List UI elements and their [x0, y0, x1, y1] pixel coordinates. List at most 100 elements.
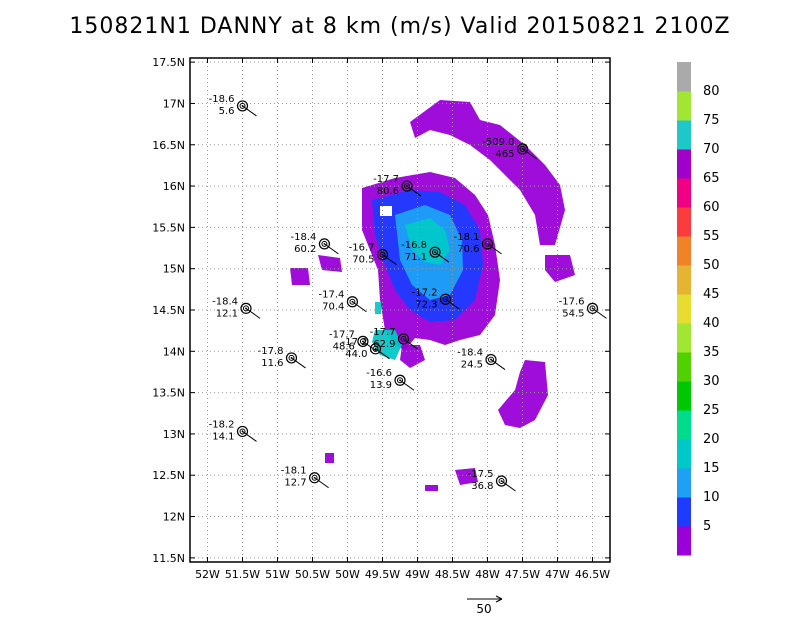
wind-barb: [434, 251, 450, 263]
station-temp-label: -17.6: [559, 296, 585, 307]
shade-region-6: [400, 345, 425, 368]
station: -16.871.1: [401, 240, 450, 263]
colorbar-swatch: [677, 323, 691, 353]
colorbar-swatch: [677, 526, 691, 556]
colorbar-swatch: [677, 91, 691, 121]
station-inner-ring: [372, 345, 379, 352]
station-speed-label: 12.7: [284, 478, 306, 489]
station-speed-label: 12.1: [216, 308, 238, 319]
vector-scale: 50: [467, 595, 503, 616]
y-tick-label: 13.5N: [152, 387, 185, 400]
station-inner-ring: [432, 249, 438, 256]
station-temp-label: -17.2: [412, 287, 438, 298]
x-tick-label: 47W: [545, 568, 570, 581]
station-ring: [429, 246, 441, 258]
station-temp-label: -17.7: [370, 327, 396, 338]
colorbar-label: 65: [703, 171, 720, 186]
station-inner-ring: [400, 335, 407, 342]
colorbar-label: 5: [703, 519, 711, 534]
station-ring: [236, 425, 249, 438]
colorbar-label: 60: [703, 200, 720, 215]
station-inner-ring: [498, 478, 505, 485]
shade-region-12: [425, 485, 438, 491]
station-temp-label: -18.2: [209, 419, 235, 430]
colorbar-swatch: [677, 381, 691, 411]
shade-region-11: [455, 468, 478, 485]
station-inner-ring: [288, 354, 295, 361]
station-temp-label: -18.4: [291, 232, 317, 243]
shade-region-7: [318, 255, 342, 272]
station-speed-label: 70.4: [322, 302, 344, 313]
station-inner-ring: [484, 240, 491, 247]
station-temp-label: -17.4: [319, 290, 345, 301]
station-speed-label: 70.6: [457, 244, 479, 255]
colorbar-swatch: [677, 265, 691, 295]
colorbar-label: 70: [703, 142, 720, 157]
colorbar-swatch: [677, 149, 691, 179]
y-tick-label: 12.5N: [152, 469, 185, 482]
colorbar-swatch: [677, 62, 691, 92]
station-inner-ring: [442, 296, 449, 303]
station-speed-label: 62.9: [373, 339, 395, 350]
wind-barb: [314, 477, 329, 489]
station-temp-label: -18.1: [454, 232, 480, 243]
station-speed-label: 72.3: [415, 299, 437, 310]
colorbar-label: 45: [703, 287, 720, 302]
x-tick-label: 48.5W: [435, 568, 470, 581]
colorbar-label: 35: [703, 345, 720, 360]
y-tick-label: 16N: [163, 180, 185, 193]
station-ring: [516, 143, 529, 155]
station-ring: [357, 335, 369, 347]
x-tick-label: 50.5W: [295, 568, 330, 581]
colorbar-swatch: [677, 497, 691, 527]
y-tick-label: 15N: [163, 263, 185, 276]
wind-barb: [245, 307, 261, 319]
station-inner-ring: [311, 474, 318, 481]
x-tick-label: 51W: [265, 568, 290, 581]
station-temp-label: -17.8: [258, 346, 284, 357]
y-tick-label: 15.5N: [152, 221, 185, 234]
axes-frame: 52W 51.5W 51W 50.5W 50W 49.5W 49W 48.5W 48W 47.5W…: [152, 56, 611, 581]
station-ring: [481, 238, 494, 250]
y-tick-label: 17N: [163, 97, 185, 110]
colorbar-label: 20: [703, 432, 720, 447]
x-tick-label: 50W: [335, 568, 360, 581]
station: -17.470.4: [319, 290, 367, 313]
wind-barb: [399, 379, 415, 391]
station: -17.272.3: [412, 287, 460, 310]
station-temp-label: -18.6: [209, 94, 235, 105]
map-title: 150821N1 DANNY at 8 km (m/s) Valid 20150…: [69, 14, 731, 39]
station-temp-label: -16.8: [401, 240, 427, 251]
station: -17.244.0: [342, 337, 390, 360]
station-ring: [369, 343, 382, 355]
shade-region-9: [545, 255, 575, 282]
station-ring: [394, 374, 406, 386]
station-inner-ring: [239, 428, 246, 435]
wind-barb: [592, 307, 607, 319]
station-inner-ring: [379, 251, 386, 258]
station-speed-label: 54.5: [562, 308, 584, 319]
station-temp-label: -18.4: [457, 348, 483, 359]
wind-barb: [382, 254, 397, 266]
shade-region-0: [410, 100, 565, 245]
station: -18.424.5: [457, 348, 506, 371]
station-ring: [236, 100, 249, 112]
wind-barb: [403, 338, 418, 350]
wind-barb: [490, 359, 506, 370]
x-tick-label: 46.5W: [575, 568, 610, 581]
station-temp-label: -17.2: [342, 337, 368, 348]
station-temp-label: -18.4: [212, 296, 238, 307]
y-tick-label: 17.5N: [152, 56, 185, 69]
station-ring: [401, 180, 413, 192]
station: -17.654.5: [559, 296, 607, 319]
colorbar: 5 10 15 20 25 30 35 40 45 50 55 60 65 70 75 80: [677, 62, 720, 556]
wind-barb: [242, 431, 257, 442]
station-speed-label: 36.8: [471, 481, 493, 492]
shade-region-4: [405, 218, 450, 265]
y-tick-label: 11.5N: [152, 552, 185, 565]
station-speed-label: 11.6: [261, 358, 283, 369]
station-speed-label: 44.0: [345, 349, 367, 360]
station-speed-label: 60.2: [294, 244, 316, 255]
